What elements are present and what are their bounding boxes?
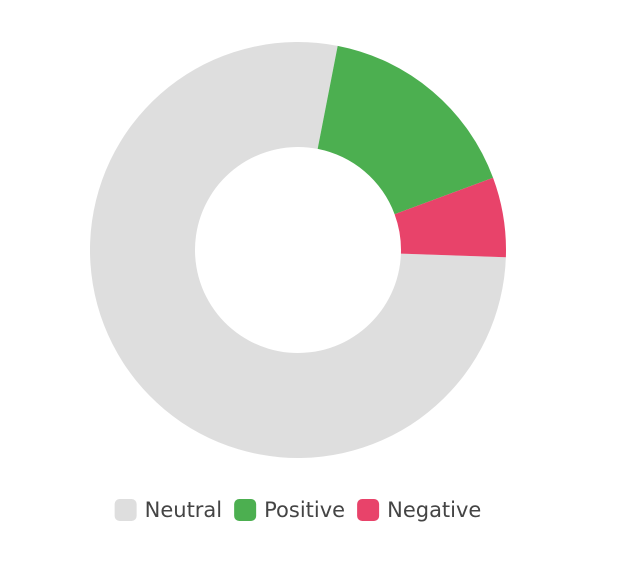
donut-slice [89, 42, 506, 459]
legend-swatch [114, 499, 137, 521]
legend-label: Negative [387, 498, 481, 522]
donut-slice [394, 177, 507, 258]
donut-slice [317, 45, 494, 215]
legend-swatch [234, 499, 257, 521]
legend-label: Positive [264, 498, 345, 522]
legend-label: Neutral [145, 498, 223, 522]
legend-swatch [357, 499, 380, 521]
